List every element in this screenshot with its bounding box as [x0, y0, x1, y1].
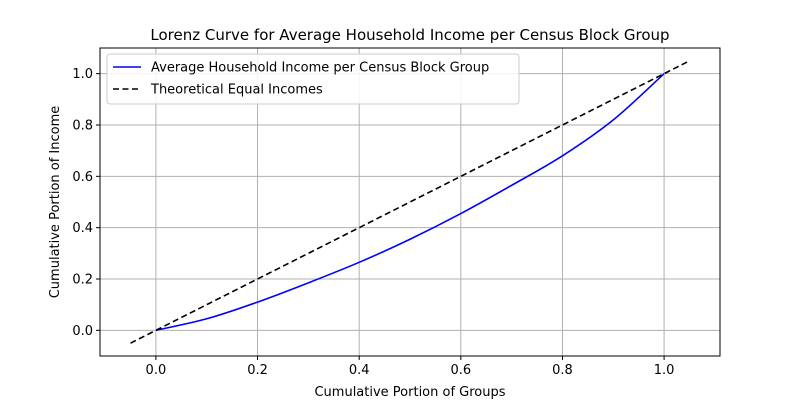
y-tick-label: 1.0	[72, 67, 93, 82]
plot-frame	[99, 47, 721, 357]
legend-box	[106, 53, 520, 105]
x-axis-ticks: 0.0 0.2 0.4 0.6 0.8 1.0	[146, 356, 675, 378]
y-tick-label: 0.4	[72, 221, 93, 236]
lorenz-curve-line	[155, 73, 665, 332]
x-tick-label: 0.6	[450, 363, 471, 378]
x-tick-label: 0.2	[247, 363, 268, 378]
legend: Average Household Income per Census Bloc…	[106, 53, 520, 105]
x-tick-label: 0.4	[349, 363, 370, 378]
x-tick-label: 1.0	[654, 363, 675, 378]
x-tick-label: 0.8	[552, 363, 573, 378]
y-tick-label: 0.8	[72, 119, 93, 134]
y-axis-label: Cumulative Portion of Income	[48, 106, 63, 299]
y-tick-label: 0.6	[72, 170, 93, 185]
plot-series	[130, 60, 690, 344]
chart-title: Lorenz Curve for Average Household Incom…	[150, 26, 669, 44]
legend-label: Theoretical Equal Incomes	[150, 83, 323, 98]
x-axis-label: Cumulative Portion of Groups	[314, 385, 505, 400]
x-tick-label: 0.0	[146, 363, 167, 378]
y-axis-ticks: 0.0 0.2 0.4 0.6 0.8 1.0	[72, 67, 100, 339]
y-tick-label: 0.0	[72, 324, 93, 339]
legend-label: Average Household Income per Census Bloc…	[151, 61, 489, 76]
y-tick-label: 0.2	[72, 273, 93, 288]
